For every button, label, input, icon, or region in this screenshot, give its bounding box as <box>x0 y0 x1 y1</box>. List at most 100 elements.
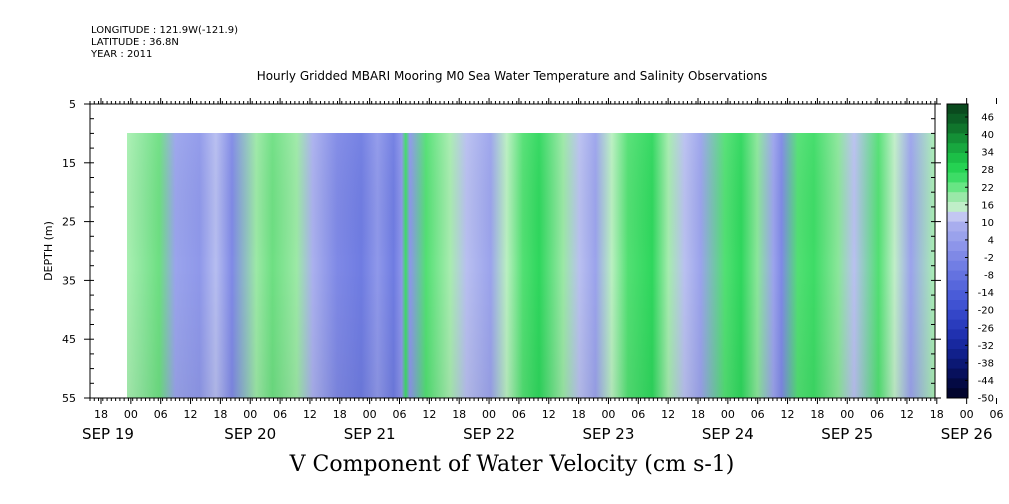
x-hour-tick-label: 18 <box>333 408 347 421</box>
x-hour-tick-label: 00 <box>960 408 974 421</box>
colorbar-swatch <box>947 290 968 301</box>
colorbar-swatch <box>947 172 968 183</box>
x-hour-tick-label: 00 <box>482 408 496 421</box>
y-tick-label: 55 <box>62 392 76 405</box>
x-date-label: SEP 22 <box>463 425 515 443</box>
colorbar-swatch <box>947 349 968 360</box>
x-date-label: SEP 19 <box>82 425 134 443</box>
y-tick-label: 15 <box>62 157 76 170</box>
colorbar-swatch <box>947 388 968 399</box>
colorbar-swatch <box>947 358 968 370</box>
x-hour-tick-label: 12 <box>184 408 198 421</box>
x-hour-tick-label: 00 <box>840 408 854 421</box>
colorbar-label: -50 <box>978 394 994 405</box>
x-date-label: SEP 20 <box>224 425 276 443</box>
y-tick-label: 25 <box>62 216 76 229</box>
colorbar-frame <box>946 103 969 399</box>
colorbar-swatch <box>947 162 968 174</box>
colorbar-swatch <box>947 113 968 125</box>
x-hour-tick-label: 18 <box>94 408 108 421</box>
colorbar-label: 16 <box>981 200 994 211</box>
colorbar-label: 4 <box>988 235 994 246</box>
colorbar-swatch <box>947 104 968 115</box>
chart-title: Hourly Gridded MBARI Mooring M0 Sea Wate… <box>256 69 768 83</box>
x-date-label: SEP 21 <box>344 425 396 443</box>
x-hour-tick-label: 12 <box>900 408 914 421</box>
year-label: YEAR : 2011 <box>91 49 153 60</box>
x-hour-tick-label: 12 <box>781 408 795 421</box>
x-hour-tick-label: 06 <box>631 408 645 421</box>
colorbar-swatch <box>947 270 968 281</box>
x-hour-tick-label: 00 <box>601 408 615 421</box>
colorbar-swatch <box>947 378 968 389</box>
colorbar-swatch <box>947 182 968 193</box>
colorbar-label: -32 <box>978 341 994 352</box>
x-hour-tick-label: 06 <box>990 408 1004 421</box>
heatmap-depth-shading <box>127 133 935 398</box>
colorbar-label: -2 <box>984 253 994 264</box>
x-hour-tick-label: 00 <box>124 408 138 421</box>
colorbar-swatch <box>947 143 968 154</box>
colorbar-swatch <box>947 211 968 223</box>
colorbar-label: 28 <box>981 165 994 176</box>
colorbar-swatch <box>947 221 968 232</box>
colorbar-swatch <box>947 192 968 203</box>
colorbar-swatch <box>947 231 968 242</box>
colorbar-swatch <box>947 241 968 252</box>
colorbar-label: -26 <box>978 323 994 334</box>
latitude-label: LATITUDE : 36.8N <box>91 37 179 48</box>
x-axis-label: V Component of Water Velocity (cm s-1) <box>289 452 735 477</box>
x-hour-tick-label: 00 <box>243 408 257 421</box>
x-hour-tick-label: 18 <box>930 408 944 421</box>
x-hour-tick-label: 06 <box>393 408 407 421</box>
colorbar-swatch <box>947 202 968 213</box>
x-hour-tick-label: 18 <box>213 408 227 421</box>
x-hour-tick-label: 06 <box>273 408 287 421</box>
colorbar-swatch <box>947 280 968 291</box>
colorbar-label: 34 <box>981 148 994 159</box>
colorbar-swatch <box>947 339 968 350</box>
colorbar-swatch <box>947 251 968 262</box>
x-hour-tick-label: 12 <box>303 408 317 421</box>
colorbar-swatch <box>947 153 968 164</box>
x-date-label: SEP 25 <box>821 425 873 443</box>
colorbar-label: -44 <box>978 376 994 387</box>
x-hour-tick-label: 00 <box>363 408 377 421</box>
colorbar-label: -14 <box>978 288 994 299</box>
colorbar-swatch <box>947 329 968 340</box>
x-hour-tick-label: 06 <box>154 408 168 421</box>
velocity-heatmap-chart: 18 00 06 12 18 00 06 12 18 00 06 12 18 00 06 12 18 00 06 12… <box>42 98 1004 443</box>
x-date-label: SEP 23 <box>582 425 634 443</box>
colorbar-swatch <box>947 319 968 330</box>
y-axis-label: DEPTH (m) <box>42 221 55 281</box>
colorbar-label: 40 <box>981 130 994 141</box>
colorbar-label: 22 <box>981 183 994 194</box>
longitude-label: LONGITUDE : 121.9W(-121.9) <box>91 25 238 36</box>
colorbar-swatch <box>947 123 968 134</box>
y-tick-label: 5 <box>69 98 76 111</box>
colorbar-swatch <box>947 368 968 379</box>
colorbar-label: -20 <box>978 306 994 317</box>
colorbar-swatch <box>947 260 968 272</box>
colorbar-label: -38 <box>978 358 994 369</box>
x-hour-tick-label: 06 <box>751 408 765 421</box>
x-date-label: SEP 26 <box>941 425 993 443</box>
x-hour-tick-label: 06 <box>870 408 884 421</box>
x-hour-tick-label: 12 <box>542 408 556 421</box>
y-tick-label: 35 <box>62 274 76 287</box>
x-hour-tick-label: 12 <box>422 408 436 421</box>
x-hour-tick-label: 18 <box>572 408 586 421</box>
y-tick-label: 45 <box>62 333 76 346</box>
x-hour-tick-label: 00 <box>721 408 735 421</box>
colorbar-swatch <box>947 309 968 321</box>
x-hour-tick-label: 12 <box>661 408 675 421</box>
colorbar-label: -8 <box>984 271 994 282</box>
x-hour-tick-label: 18 <box>810 408 824 421</box>
colorbar-label: 10 <box>981 218 994 229</box>
x-hour-tick-label: 06 <box>512 408 526 421</box>
x-hour-tick-label: 18 <box>452 408 466 421</box>
colorbar-swatch <box>947 133 968 144</box>
x-date-label: SEP 24 <box>702 425 754 443</box>
colorbar-label: 46 <box>981 113 994 124</box>
x-hour-tick-label: 18 <box>691 408 705 421</box>
